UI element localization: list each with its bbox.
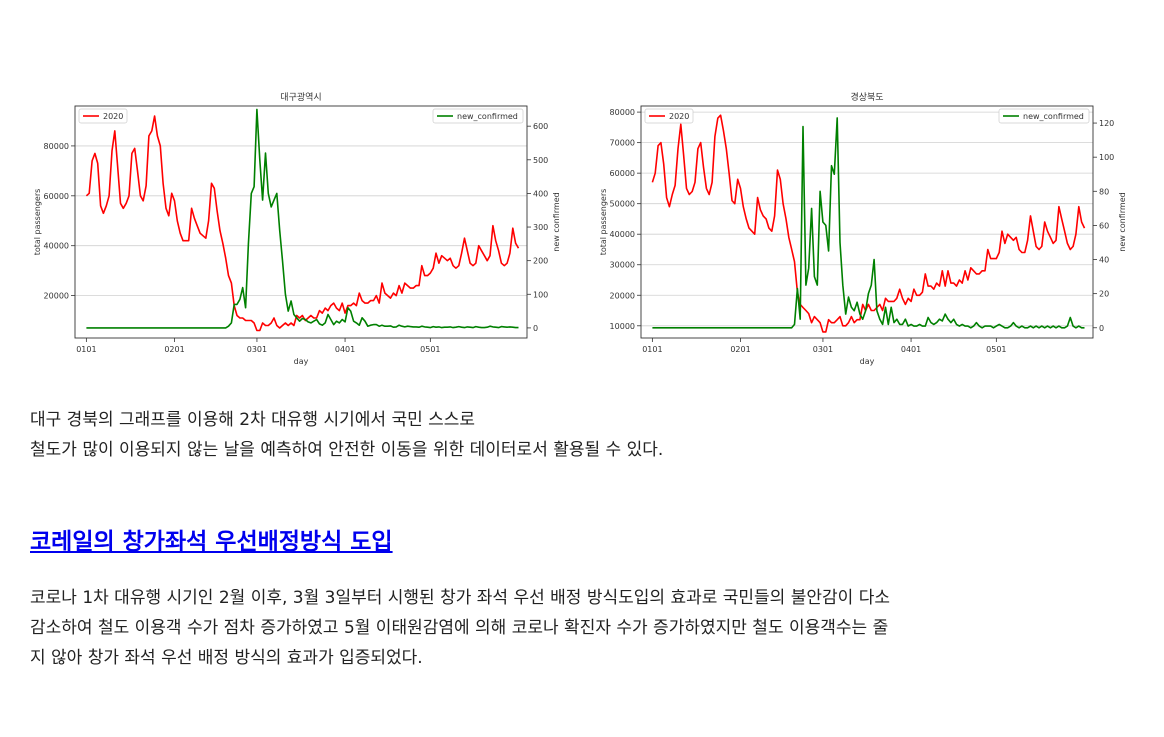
- y2-tick-label: 500: [533, 156, 548, 165]
- y-tick-label: 60000: [610, 169, 635, 178]
- y-tick-label: 80000: [610, 108, 635, 117]
- legend-box: [78, 108, 128, 124]
- y2-tick-label: 120: [1099, 119, 1114, 128]
- y-tick-label: 10000: [610, 322, 635, 331]
- y2-tick-label: 20: [1099, 290, 1109, 299]
- y-tick-label: 30000: [610, 261, 635, 270]
- legend-right: new_confirmed: [998, 108, 1090, 124]
- y2-tick-label: 300: [533, 223, 548, 232]
- plot-frame: [640, 105, 1094, 339]
- y-tick-label: 50000: [610, 200, 635, 209]
- legend-box: [998, 108, 1090, 124]
- y2-tick-label: 100: [533, 290, 548, 299]
- legend-left: 2020: [644, 108, 694, 124]
- section-heading-link[interactable]: 코레일의 창가좌석 우선배정방식 도입: [30, 529, 393, 555]
- x-tick-label: 0201: [164, 345, 184, 354]
- effect-paragraph: 코로나 1차 대유행 시기인 2월 이후, 3월 3일부터 시행된 창가 좌석 …: [30, 583, 1134, 673]
- y2-tick-label: 80: [1099, 187, 1109, 196]
- y2-axis-label: new confirmed: [1118, 192, 1127, 251]
- x-tick-label: 0101: [642, 345, 662, 354]
- y2-tick-label: 100: [1099, 153, 1114, 162]
- series-2020-line: [85, 115, 520, 332]
- section-heading: 코레일의 창가좌석 우선배정방식 도입: [30, 524, 393, 560]
- y-axis-label: total passengers: [599, 189, 608, 256]
- y-tick-label: 20000: [610, 291, 635, 300]
- legend-label: new_confirmed: [1023, 112, 1084, 121]
- legend-label: 2020: [103, 112, 123, 121]
- x-tick-label: 0201: [730, 345, 750, 354]
- x-tick-label: 0401: [335, 345, 355, 354]
- x-tick-label: 0401: [901, 345, 921, 354]
- y2-axis-label: new confirmed: [552, 192, 561, 251]
- effect-line: 지 않아 창가 좌석 우선 배정 방식의 효과가 입증되었다.: [30, 648, 423, 668]
- y-tick-label: 40000: [610, 230, 635, 239]
- description-line: 철도가 많이 이용되지 않는 날을 예측하여 안전한 이동을 위한 데이터로서 …: [30, 440, 664, 460]
- plot-frame: [74, 105, 528, 339]
- description-paragraph: 대구 경북의 그래프를 이용해 2차 대유행 시기에서 국민 스스로 철도가 많…: [30, 405, 1140, 465]
- legend-box: [432, 108, 524, 124]
- y2-tick-label: 40: [1099, 256, 1109, 265]
- chart-svg: 대구광역시 20000 40000 60000 80000 0 100 200 300 400 50…: [33, 91, 561, 366]
- y-axis-label: total passengers: [33, 189, 42, 256]
- y-tick-label: 80000: [44, 142, 69, 151]
- y2-tick-label: 600: [533, 122, 548, 131]
- legend-label: 2020: [669, 112, 689, 121]
- x-tick-label: 0301: [247, 345, 267, 354]
- chart-daegu: 대구광역시 20000 40000 60000 80000 0 100 200 300 400 50…: [30, 86, 565, 368]
- series-new-confirmed-line: [86, 108, 519, 329]
- effect-line: 코로나 1차 대유행 시기인 2월 이후, 3월 3일부터 시행된 창가 좌석 …: [30, 588, 890, 608]
- series-2020-line: [651, 114, 1086, 333]
- chart-svg: 경상북도 10000 20000 30000 40000 50000 60000 70000 8…: [599, 91, 1127, 366]
- series-new-confirmed-line: [652, 117, 1085, 329]
- chart-title: 경상북도: [850, 91, 883, 103]
- chart-title: 대구광역시: [280, 91, 321, 103]
- legend-box: [644, 108, 694, 124]
- y-tick-label: 70000: [610, 139, 635, 148]
- legend-label: new_confirmed: [457, 112, 518, 121]
- effect-line: 감소하여 철도 이용객 수가 점차 증가하였고 5월 이태원감염에 의해 코로나…: [30, 618, 889, 638]
- x-axis-label: day: [860, 357, 875, 366]
- legend-left: 2020: [78, 108, 128, 124]
- legend-right: new_confirmed: [432, 108, 524, 124]
- y2-tick-label: 0: [533, 324, 538, 333]
- y-tick-label: 40000: [44, 242, 69, 251]
- x-tick-label: 0501: [986, 345, 1006, 354]
- x-tick-label: 0101: [76, 345, 96, 354]
- y2-tick-label: 400: [533, 189, 548, 198]
- y2-tick-label: 60: [1099, 221, 1109, 230]
- y2-tick-label: 0: [1099, 324, 1104, 333]
- x-tick-label: 0301: [813, 345, 833, 354]
- y2-tick-label: 200: [533, 257, 548, 266]
- x-tick-label: 0501: [420, 345, 440, 354]
- x-axis-label: day: [294, 357, 309, 366]
- chart-gyeongbuk: 경상북도 10000 20000 30000 40000 50000 60000 70000 8…: [596, 86, 1131, 368]
- y-tick-label: 20000: [44, 292, 69, 301]
- description-line: 대구 경북의 그래프를 이용해 2차 대유행 시기에서 국민 스스로: [30, 410, 476, 430]
- y-tick-label: 60000: [44, 192, 69, 201]
